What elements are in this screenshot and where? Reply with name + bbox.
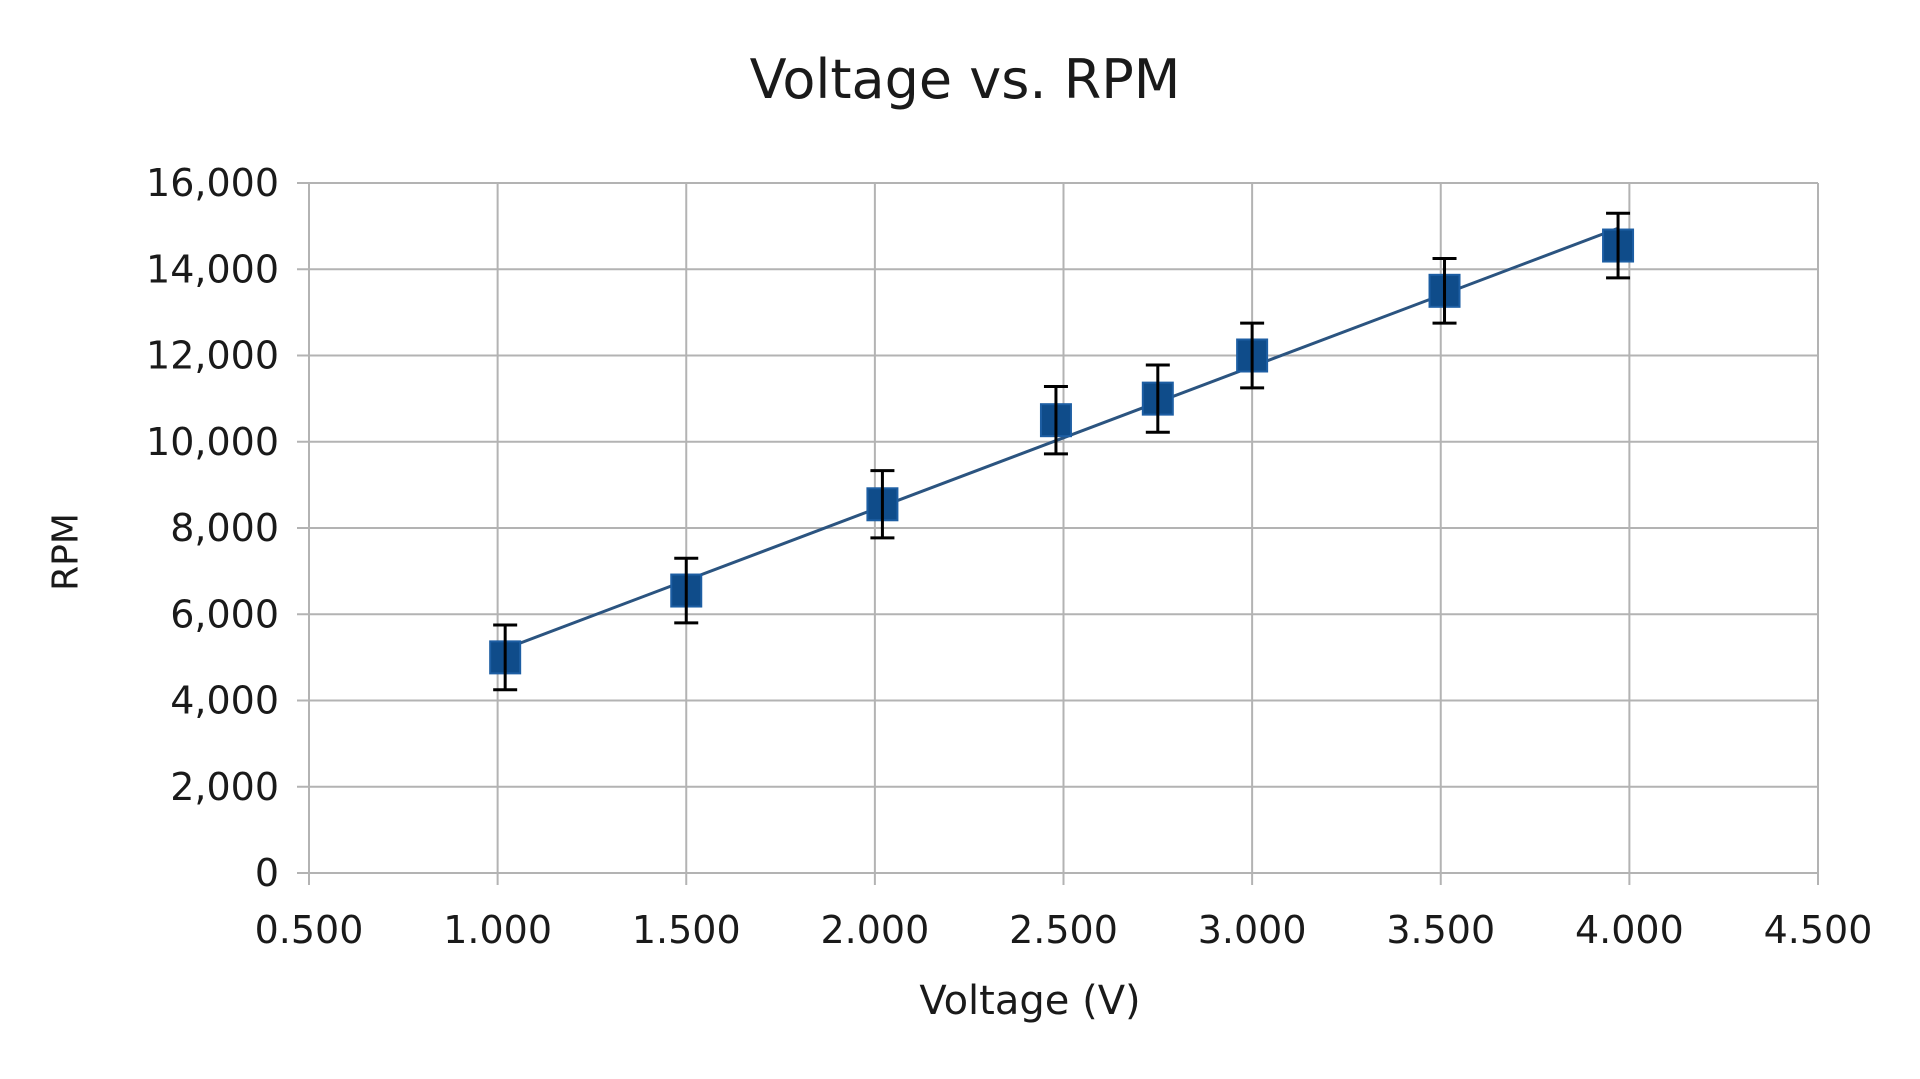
y-tick-label: 0 (255, 851, 279, 895)
data-point (489, 623, 522, 692)
x-tick-label: 4.000 (1575, 908, 1684, 952)
y-tick-label: 8,000 (170, 506, 279, 550)
grid-lines (297, 182, 1819, 885)
x-tick-label: 2.500 (1009, 908, 1118, 952)
y-tick-label: 16,000 (146, 161, 279, 205)
chart-title: Voltage vs. RPM (749, 48, 1181, 111)
x-tick-label: 4.500 (1764, 908, 1873, 952)
data-point (1039, 385, 1072, 456)
x-tick-label: 3.000 (1198, 908, 1307, 952)
data-point (670, 556, 703, 625)
x-tick-label: 1.500 (632, 908, 741, 952)
y-tick-label: 2,000 (170, 765, 279, 809)
x-axis-label: Voltage (V) (919, 978, 1141, 1024)
x-tick-label: 3.500 (1386, 908, 1495, 952)
x-tick-label: 0.500 (255, 908, 364, 952)
x-tick-label: 2.000 (820, 908, 929, 952)
y-tick-label: 12,000 (146, 334, 279, 378)
data-point (1428, 256, 1461, 325)
y-tick-label: 14,000 (146, 247, 279, 291)
data-point (1602, 211, 1635, 280)
data-series (489, 211, 1635, 692)
data-point (1141, 363, 1174, 434)
x-tick-label: 1.000 (443, 908, 552, 952)
axis-ticks: 0 2,000 4,000 6,000 8,000 10,000 12,000 14,000 1… (146, 161, 1872, 952)
y-tick-label: 4,000 (170, 679, 279, 723)
y-tick-label: 10,000 (146, 420, 279, 464)
y-tick-label: 6,000 (170, 592, 279, 636)
data-point (866, 469, 899, 540)
data-point (1236, 321, 1269, 390)
